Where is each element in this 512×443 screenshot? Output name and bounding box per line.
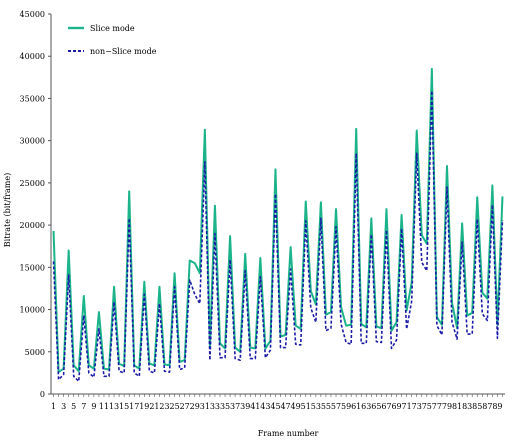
x-tick-label: 79 xyxy=(442,402,452,411)
y-tick-label: 45000 xyxy=(20,10,45,19)
x-tick-label: 13 xyxy=(109,402,119,411)
y-tick-label: 0 xyxy=(40,390,45,399)
x-tick-label: 31 xyxy=(200,402,210,411)
x-tick-label: 57 xyxy=(331,402,341,411)
x-tick-label: 63 xyxy=(361,402,371,411)
x-tick-label: 45 xyxy=(270,402,280,411)
axes: 0 5000 10000 15000 20000 25000 30000 35000 40000… xyxy=(20,10,505,411)
legend-label-non-slice-mode: non−Slice mode xyxy=(90,47,157,56)
x-tick-label: 75 xyxy=(422,402,432,411)
x-tick-label: 11 xyxy=(99,402,109,411)
x-tick-label: 49 xyxy=(291,402,301,411)
x-tick-label: 73 xyxy=(412,402,422,411)
x-tick-label: 51 xyxy=(301,402,311,411)
x-tick-label: 55 xyxy=(321,402,331,411)
x-tick-label: 17 xyxy=(129,402,139,411)
x-tick-label: 61 xyxy=(351,402,361,411)
x-tick-label: 5 xyxy=(71,402,76,411)
x-tick-label: 25 xyxy=(169,402,179,411)
x-tick-label: 81 xyxy=(452,402,462,411)
y-tick-label: 15000 xyxy=(20,263,45,272)
x-tick-label: 7 xyxy=(81,402,86,411)
x-tick-label: 69 xyxy=(391,402,401,411)
x-tick-label: 19 xyxy=(139,402,149,411)
y-tick-label: 20000 xyxy=(20,221,45,230)
x-axis-title: Frame number xyxy=(258,429,319,438)
x-tick-label: 3 xyxy=(61,402,66,411)
series-line-slice-mode xyxy=(52,67,504,374)
x-tick-label: 77 xyxy=(432,402,442,411)
x-tick-label: 67 xyxy=(381,402,391,411)
x-tick-label: 89 xyxy=(492,402,502,411)
x-tick-label: 83 xyxy=(462,402,472,411)
x-tick-label: 39 xyxy=(240,402,250,411)
series-line-non-slice-mode xyxy=(52,90,504,383)
x-tick-label: 33 xyxy=(210,402,220,411)
x-tick-label: 15 xyxy=(119,402,129,411)
y-axis-title: Bitrate (bit/frame) xyxy=(3,173,12,247)
y-tick-label: 35000 xyxy=(20,94,45,103)
legend-label-slice-mode: Slice mode xyxy=(90,24,135,33)
x-tick-label: 53 xyxy=(311,402,321,411)
x-tick-label: 43 xyxy=(260,402,270,411)
x-tick-label: 71 xyxy=(402,402,412,411)
y-tick-label: 40000 xyxy=(20,52,45,61)
x-tick-label: 37 xyxy=(230,402,240,411)
x-tick-label: 1 xyxy=(51,402,56,411)
legend: Slice mode non−Slice mode xyxy=(68,24,157,56)
x-tick-label: 65 xyxy=(371,402,381,411)
series-lines xyxy=(52,67,504,383)
x-tick-label: 27 xyxy=(180,402,190,411)
y-tick-label: 30000 xyxy=(20,137,45,146)
x-tick-label: 85 xyxy=(472,402,482,411)
x-tick-label: 47 xyxy=(280,402,290,411)
y-tick-label: 5000 xyxy=(25,348,45,357)
x-tick-label: 35 xyxy=(220,402,230,411)
x-tick-label: 21 xyxy=(149,402,159,411)
y-tick-label: 25000 xyxy=(20,179,45,188)
x-tick-label: 59 xyxy=(341,402,351,411)
x-tick-label: 41 xyxy=(250,402,260,411)
x-tick-label: 23 xyxy=(159,402,169,411)
y-tick-label: 10000 xyxy=(20,306,45,315)
x-tick-label: 9 xyxy=(91,402,96,411)
x-tick-label: 29 xyxy=(190,402,200,411)
x-tick-label: 87 xyxy=(482,402,492,411)
